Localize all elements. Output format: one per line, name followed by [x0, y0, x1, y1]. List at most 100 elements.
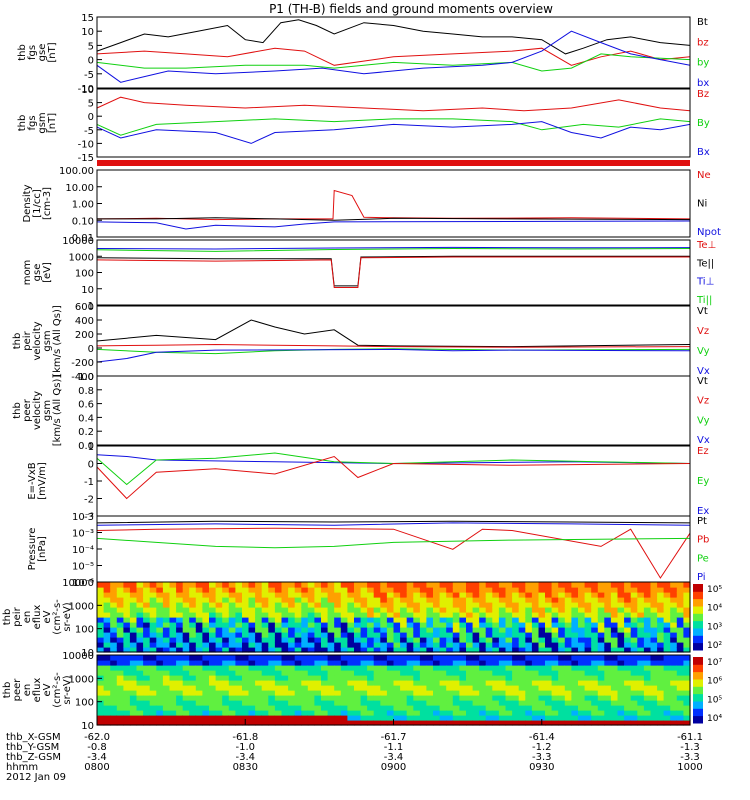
spectrogram-cell: [624, 582, 632, 588]
spectrogram-cell: [228, 690, 236, 696]
spectrogram-cell: [255, 685, 263, 691]
spectrogram-cell: [274, 587, 283, 593]
spectrogram-cell: [143, 582, 151, 588]
spectrogram-cell: [235, 685, 243, 691]
spectrogram-cell: [222, 612, 230, 618]
spectrogram-cell: [321, 612, 329, 618]
spectrogram-cell: [466, 665, 474, 671]
spectrogram-cell: [518, 612, 526, 618]
spectrogram-cell: [373, 607, 381, 613]
spectrogram-cell: [176, 710, 184, 716]
spectrogram-cell: [228, 660, 236, 666]
spectrogram-cell: [564, 627, 572, 633]
spectrogram-cell: [169, 720, 177, 726]
spectrogram-cell: [123, 632, 131, 638]
spectrogram-cell: [545, 685, 553, 691]
spectrogram-cell: [433, 705, 441, 711]
spectrogram-cell: [505, 655, 513, 661]
spectrogram-cell: [123, 587, 131, 593]
spectrogram-cell: [156, 715, 164, 721]
spectrogram-cell: [169, 660, 177, 666]
spectrogram-cell: [676, 720, 684, 726]
spectrogram-cell: [202, 715, 210, 721]
spectrogram-cell: [189, 695, 197, 701]
spectrogram-cell: [637, 660, 645, 666]
colorbar-label: 10⁶: [707, 677, 722, 687]
spectrogram-cell: [406, 627, 414, 633]
spectrogram-cell: [558, 617, 566, 623]
spectrogram-cell: [604, 647, 612, 653]
spectrogram-cell: [129, 660, 138, 666]
spectrogram-cell: [307, 670, 315, 676]
spectrogram-cell: [571, 680, 579, 686]
spectrogram-cell: [518, 582, 526, 588]
spectrogram-cell: [373, 655, 381, 661]
spectrogram-cell: [505, 612, 513, 618]
spectrogram-cell: [538, 592, 546, 598]
spectrogram-cell: [643, 685, 652, 691]
spectrogram-cell: [624, 592, 632, 598]
spectrogram-cell: [485, 685, 493, 691]
spectrogram-cell: [670, 720, 678, 726]
legend-item: By: [697, 118, 710, 129]
y-axis-label: thbfgsgse[nT]: [17, 42, 58, 62]
spectrogram-cell: [255, 647, 263, 653]
y-tick-label: -5: [84, 70, 94, 81]
spectrogram-cell: [169, 690, 177, 696]
spectrogram-cell: [479, 627, 487, 633]
spectrogram-cell: [149, 592, 157, 598]
spectrogram-cell: [670, 582, 678, 588]
x-tick-label: -62.0: [84, 732, 110, 743]
spectrogram-cell: [604, 665, 612, 671]
spectrogram-cell: [650, 612, 658, 618]
spectrogram-cell: [294, 690, 302, 696]
spectrogram-cell: [360, 647, 368, 653]
spectrogram-cell: [209, 597, 217, 603]
spectrogram-cell: [459, 675, 467, 681]
spectrogram-cell: [373, 680, 381, 686]
spectrogram-cell: [189, 685, 197, 691]
panel-frame: [96, 515, 691, 583]
spectrogram-cell: [301, 647, 309, 653]
spectrogram-cell: [149, 622, 157, 628]
spectrogram-cell: [551, 627, 559, 633]
spectrogram-cell: [103, 632, 111, 638]
spectrogram-cell: [663, 627, 671, 633]
spectrogram-cell: [354, 705, 362, 711]
spectrogram-cell: [321, 665, 329, 671]
spectrogram-cell: [110, 637, 118, 643]
spectrogram-cell: [215, 665, 223, 671]
spectrogram-cell: [663, 617, 671, 623]
spectrogram-cell: [373, 582, 381, 588]
spectrogram-cell: [670, 655, 678, 661]
spectrogram-cell: [558, 607, 566, 613]
panels: 151050-5-10thbfgsgse[nT]Btbzbybx1050-5-1…: [2, 13, 722, 732]
spectrogram-cell: [116, 685, 124, 691]
spectrogram-cell: [538, 690, 546, 696]
spectrogram-cell: [479, 582, 487, 588]
spectrogram-cell: [624, 587, 632, 593]
spectrogram-cell: [347, 617, 355, 623]
series-line-Pt: [96, 520, 691, 524]
spectrogram-cell: [650, 670, 658, 676]
series-line-Vz: [96, 343, 691, 348]
spectrogram-cell: [393, 582, 401, 588]
spectrogram-cell: [274, 602, 283, 608]
spectrogram-cell: [261, 675, 269, 681]
spectrogram-cell: [110, 685, 118, 691]
spectrogram-cell: [189, 705, 197, 711]
spectrogram-cell: [683, 607, 691, 613]
spectrogram-cell: [340, 715, 348, 721]
spectrogram-cell: [571, 607, 579, 613]
spectrogram-cell: [228, 617, 236, 623]
spectrogram-cell: [129, 690, 138, 696]
legend-item: Ey: [697, 476, 709, 487]
spectrogram-cell: [242, 690, 250, 696]
spectrogram-cell: [538, 710, 546, 716]
legend-item: Vt: [697, 306, 708, 317]
spectrogram-cell: [268, 612, 276, 618]
spectrogram-cell: [558, 622, 566, 628]
spectrogram-cell: [373, 637, 381, 643]
spectrogram-cell: [604, 675, 612, 681]
spectrogram-cell: [255, 690, 263, 696]
